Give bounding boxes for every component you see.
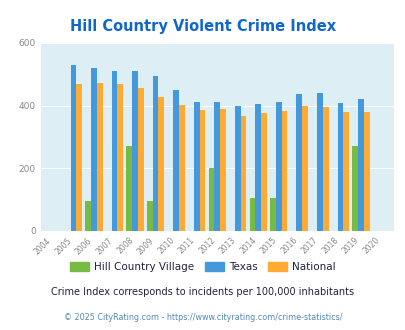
Bar xyxy=(97,83,102,231)
Legend: Hill Country Village, Texas, National: Hill Country Village, Texas, National xyxy=(66,258,339,276)
Bar xyxy=(147,201,152,231)
Bar xyxy=(301,106,307,231)
Bar xyxy=(179,105,184,231)
Bar xyxy=(352,147,357,231)
Bar xyxy=(240,116,246,231)
Bar xyxy=(117,84,123,231)
Text: Hill Country Violent Crime Index: Hill Country Violent Crime Index xyxy=(70,19,335,34)
Bar xyxy=(357,99,363,231)
Bar xyxy=(269,198,275,231)
Bar xyxy=(208,168,214,231)
Bar xyxy=(70,65,76,231)
Bar xyxy=(296,94,301,231)
Bar xyxy=(316,93,322,231)
Text: © 2025 CityRating.com - https://www.cityrating.com/crime-statistics/: © 2025 CityRating.com - https://www.city… xyxy=(64,313,341,322)
Bar xyxy=(111,71,117,231)
Bar xyxy=(91,68,97,231)
Bar xyxy=(173,90,179,231)
Bar xyxy=(281,111,287,231)
Bar xyxy=(322,107,328,231)
Bar xyxy=(234,106,240,231)
Bar xyxy=(220,109,225,231)
Bar xyxy=(249,198,255,231)
Bar xyxy=(85,201,91,231)
Bar xyxy=(126,147,132,231)
Bar xyxy=(260,114,266,231)
Bar xyxy=(138,88,143,231)
Bar xyxy=(158,96,164,231)
Bar xyxy=(199,110,205,231)
Bar xyxy=(343,112,348,231)
Bar xyxy=(76,84,82,231)
Bar xyxy=(193,103,199,231)
Bar xyxy=(255,104,260,231)
Bar xyxy=(214,103,220,231)
Bar xyxy=(337,103,343,231)
Bar xyxy=(275,103,281,231)
Bar xyxy=(152,76,158,231)
Bar xyxy=(132,71,138,231)
Bar xyxy=(363,112,369,231)
Text: Crime Index corresponds to incidents per 100,000 inhabitants: Crime Index corresponds to incidents per… xyxy=(51,287,354,297)
